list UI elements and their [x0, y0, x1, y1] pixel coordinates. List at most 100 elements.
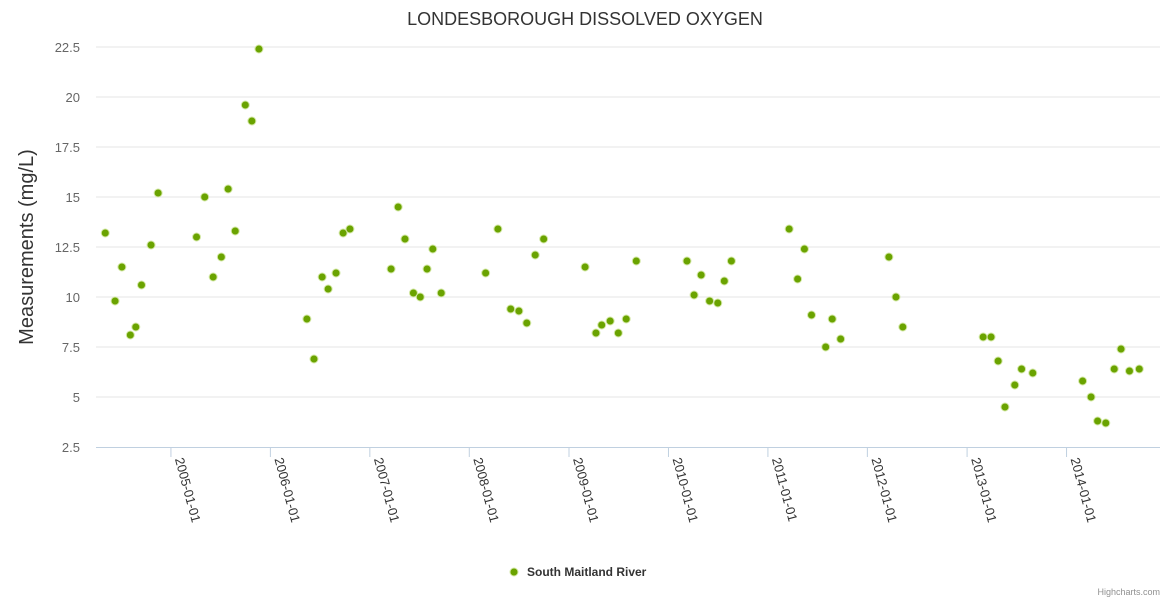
y-tick-label: 15	[66, 190, 80, 205]
data-point[interactable]	[1093, 416, 1103, 426]
data-point[interactable]	[799, 244, 809, 254]
data-point[interactable]	[247, 116, 257, 126]
data-point[interactable]	[522, 318, 532, 328]
data-point[interactable]	[302, 314, 312, 324]
data-point[interactable]	[827, 314, 837, 324]
legend-item-label[interactable]: South Maitland River	[527, 565, 647, 579]
data-point[interactable]	[493, 224, 503, 234]
data-point[interactable]	[317, 272, 327, 282]
data-point[interactable]	[208, 272, 218, 282]
data-point[interactable]	[1078, 376, 1088, 386]
chart-title: LONDESBOROUGH DISSOLVED OXYGEN	[407, 9, 763, 29]
data-point[interactable]	[240, 100, 250, 110]
data-point[interactable]	[400, 234, 410, 244]
data-point[interactable]	[682, 256, 692, 266]
data-point[interactable]	[309, 354, 319, 364]
data-point[interactable]	[117, 262, 127, 272]
data-point[interactable]	[428, 244, 438, 254]
data-point[interactable]	[131, 322, 141, 332]
data-point[interactable]	[807, 310, 817, 320]
y-axis-label: Measurements (mg/L)	[16, 149, 38, 345]
y-tick-label: 2.5	[62, 440, 80, 455]
data-point[interactable]	[986, 332, 996, 342]
data-point[interactable]	[514, 306, 524, 316]
data-point[interactable]	[689, 290, 699, 300]
data-point[interactable]	[1017, 364, 1027, 374]
gridlines	[96, 46, 1160, 398]
data-point[interactable]	[146, 240, 156, 250]
data-point[interactable]	[821, 342, 831, 352]
data-point[interactable]	[415, 292, 425, 302]
y-tick-label: 17.5	[55, 140, 80, 155]
data-point[interactable]	[836, 334, 846, 344]
data-point[interactable]	[125, 330, 135, 340]
data-point[interactable]	[719, 276, 729, 286]
credits-link[interactable]: Highcharts.com	[1097, 587, 1160, 597]
data-point[interactable]	[978, 332, 988, 342]
data-point[interactable]	[705, 296, 715, 306]
x-tick-label: 2014-01-01	[1068, 456, 1100, 524]
data-point[interactable]	[1028, 368, 1038, 378]
data-point[interactable]	[891, 292, 901, 302]
data-point[interactable]	[331, 268, 341, 278]
data-point[interactable]	[422, 264, 432, 274]
x-tick-label: 2013-01-01	[968, 456, 1000, 524]
x-tick-label: 2005-01-01	[172, 456, 204, 524]
data-point[interactable]	[898, 322, 908, 332]
data-point[interactable]	[200, 192, 210, 202]
data-point[interactable]	[597, 320, 607, 330]
data-point[interactable]	[386, 264, 396, 274]
data-point[interactable]	[137, 280, 147, 290]
data-point[interactable]	[631, 256, 641, 266]
data-point[interactable]	[230, 226, 240, 236]
data-point[interactable]	[884, 252, 894, 262]
data-point[interactable]	[613, 328, 623, 338]
data-point[interactable]	[216, 252, 226, 262]
data-point[interactable]	[605, 316, 615, 326]
x-tick-label: 2010-01-01	[670, 456, 702, 524]
data-point[interactable]	[539, 234, 549, 244]
data-point[interactable]	[436, 288, 446, 298]
data-point[interactable]	[1124, 366, 1134, 376]
data-point[interactable]	[696, 270, 706, 280]
y-tick-label: 10	[66, 290, 80, 305]
data-point[interactable]	[784, 224, 794, 234]
data-point[interactable]	[1000, 402, 1010, 412]
data-point[interactable]	[621, 314, 631, 324]
data-point[interactable]	[1086, 392, 1096, 402]
data-point[interactable]	[345, 224, 355, 234]
data-point[interactable]	[110, 296, 120, 306]
data-point[interactable]	[1116, 344, 1126, 354]
y-axis: 2.5 5 7.5 10 12.5 15 17.5 20 22.5	[55, 40, 80, 455]
data-point[interactable]	[530, 250, 540, 260]
data-point[interactable]	[1134, 364, 1144, 374]
data-point[interactable]	[408, 288, 418, 298]
data-point[interactable]	[254, 44, 264, 54]
x-tick-label: 2012-01-01	[868, 456, 900, 524]
data-point[interactable]	[1010, 380, 1020, 390]
data-point[interactable]	[793, 274, 803, 284]
data-point[interactable]	[153, 188, 163, 198]
series-points[interactable]	[100, 44, 1144, 428]
x-tick-label: 2009-01-01	[570, 456, 602, 524]
data-point[interactable]	[192, 232, 202, 242]
x-tick-label: 2006-01-01	[271, 456, 303, 524]
data-point[interactable]	[1101, 418, 1111, 428]
x-tick-label: 2008-01-01	[470, 456, 502, 524]
data-point[interactable]	[223, 184, 233, 194]
data-point[interactable]	[591, 328, 601, 338]
data-point[interactable]	[338, 228, 348, 238]
data-point[interactable]	[100, 228, 110, 238]
data-point[interactable]	[713, 298, 723, 308]
data-point[interactable]	[393, 202, 403, 212]
y-tick-label: 7.5	[62, 340, 80, 355]
data-point[interactable]	[506, 304, 516, 314]
data-point[interactable]	[1109, 364, 1119, 374]
data-point[interactable]	[993, 356, 1003, 366]
legend[interactable]: South Maitland River	[509, 565, 647, 579]
data-point[interactable]	[323, 284, 333, 294]
data-point[interactable]	[481, 268, 491, 278]
data-point[interactable]	[726, 256, 736, 266]
data-point[interactable]	[580, 262, 590, 272]
